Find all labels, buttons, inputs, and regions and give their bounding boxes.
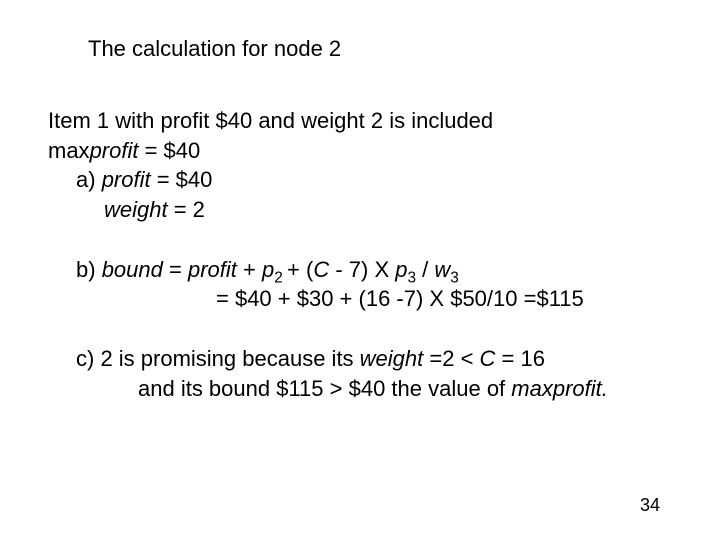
slide-container: The calculation for node 2 Item 1 with p… [0, 0, 720, 540]
text-weight-it: weight [104, 197, 168, 222]
text-w: w [434, 257, 450, 282]
line-item1: Item 1 with profit $40 and weight 2 is i… [48, 106, 672, 136]
text-p1: p [262, 257, 274, 282]
text-eq40: = $40 [145, 138, 201, 163]
line-b2: = $40 + $30 + (16 -7) X $50/10 =$115 [216, 284, 672, 314]
text-weight-eq2: = 2 [168, 197, 205, 222]
text-c1c: = 16 [495, 346, 545, 371]
line-weight: weight = 2 [104, 195, 672, 225]
text-slash: / [416, 257, 434, 282]
text-b-plus1: + [243, 257, 262, 282]
text-b-profit: profit [188, 257, 243, 282]
page-number: 34 [640, 495, 660, 516]
text-a-eq40: = $40 [151, 167, 213, 192]
text-a-label: a) [76, 167, 102, 192]
line-c2: and its bound $115 > $40 the value of ma… [138, 374, 672, 404]
text-a-profit: profit [102, 167, 151, 192]
text-c-C: C [480, 346, 496, 371]
line-a: a) profit = $40 [76, 165, 672, 195]
text-b-label: b) [76, 257, 102, 282]
text-bound: bound [102, 257, 163, 282]
block-c: c) 2 is promising because its weight =2 … [76, 344, 672, 403]
text-p2: p [395, 257, 407, 282]
line-c1: c) 2 is promising because its weight =2 … [76, 344, 672, 374]
text-maxprofit: maxprofit. [511, 376, 608, 401]
text-c-weight: weight [360, 346, 424, 371]
text-c1b: =2 < [423, 346, 479, 371]
text-C1: C [313, 257, 329, 282]
line-maxprofit: maxprofit = $40 [48, 136, 672, 166]
slide-title: The calculation for node 2 [88, 36, 672, 62]
line-b1: b) bound = profit + p2 + (C - 7) X p3 / … [76, 255, 672, 285]
block-b: b) bound = profit + p2 + (C - 7) X p3 / … [76, 255, 672, 314]
text-profit-it: profit [90, 138, 145, 163]
text-plus-paren: + ( [287, 257, 313, 282]
text-b-mid2: - 7) X [329, 257, 395, 282]
text-c1a: c) 2 is promising because its [76, 346, 360, 371]
text-c2a: and its bound $115 > $40 the value of [138, 376, 511, 401]
text-max: max [48, 138, 90, 163]
text-b-eq: = [163, 257, 188, 282]
